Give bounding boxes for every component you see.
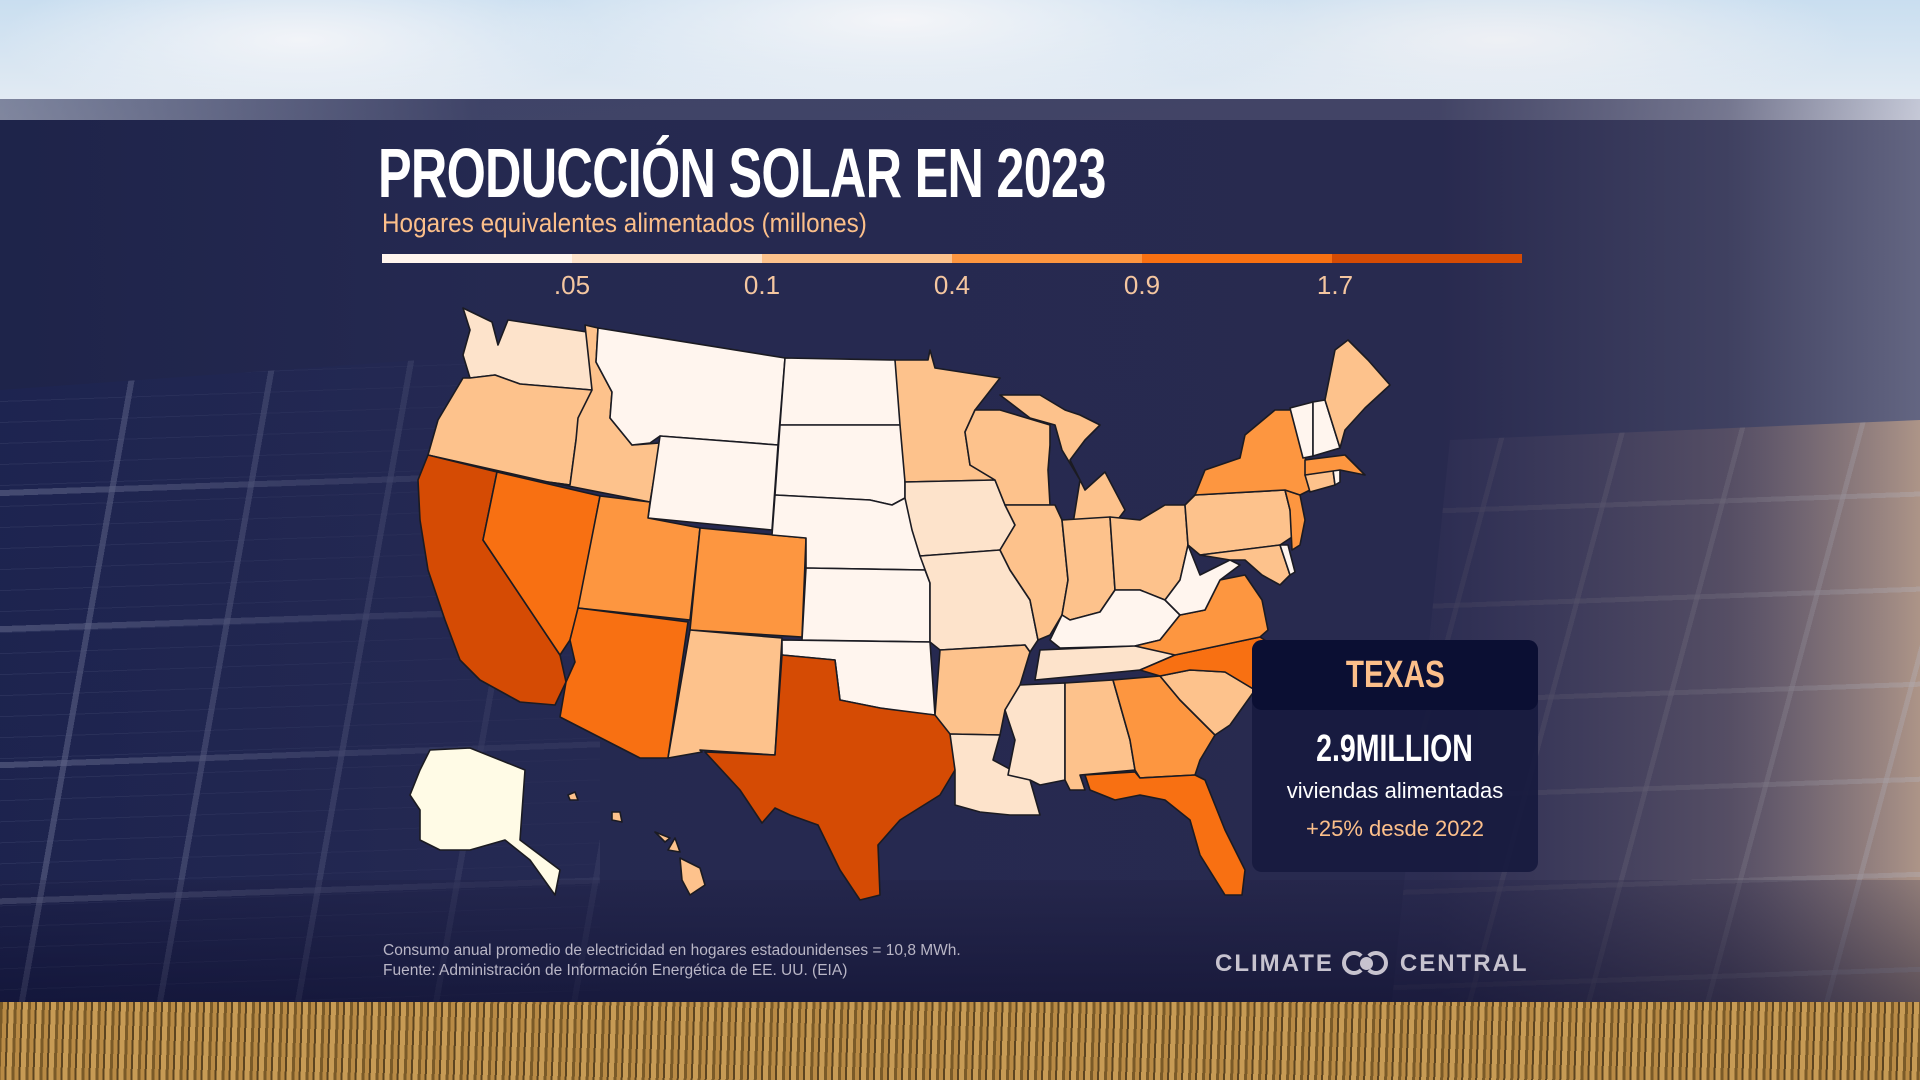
- state-montana[interactable]: [595, 327, 786, 446]
- grass-field: [0, 1002, 1920, 1080]
- state-texas[interactable]: [704, 654, 956, 901]
- brand-text-right: CENTRAL: [1399, 950, 1529, 977]
- state-illinois[interactable]: [999, 504, 1069, 641]
- legend-tick: 0.1: [743, 270, 781, 300]
- state-virginia[interactable]: [1134, 574, 1269, 656]
- brand-text-left: CLIMATE: [1215, 950, 1334, 977]
- info-change-text: +25% desde 2022: [1306, 816, 1484, 841]
- legend-tick: 1.7: [1316, 270, 1354, 300]
- legend-bin-1: [572, 254, 762, 263]
- state-maine[interactable]: [1324, 339, 1391, 449]
- legend-bin-0: [382, 254, 572, 263]
- page-title: PRODUCCIÓN SOLAR EN 2023: [378, 134, 1106, 212]
- state-hawaii[interactable]: [567, 791, 706, 896]
- state-arizona[interactable]: [559, 607, 689, 759]
- footnote-source: Fuente: Administración de Información En…: [383, 962, 848, 979]
- state-new-york[interactable]: [1194, 409, 1311, 496]
- state-mississippi[interactable]: [1004, 682, 1066, 786]
- state-info-box: TEXAS 2.9MILLION viviendas alimentadas +…: [1252, 640, 1538, 872]
- state-north-dakota[interactable]: [779, 357, 906, 426]
- info-homes-value: 2.9MILLION: [1316, 728, 1474, 770]
- state-alaska[interactable]: [409, 747, 561, 896]
- legend-tick: 0.4: [933, 270, 971, 300]
- info-homes-label: viviendas alimentadas: [1286, 778, 1504, 803]
- overlay-bottom-shade: [0, 880, 1920, 1002]
- climate-central-logo: CLIMATE CENTRAL: [1215, 950, 1529, 978]
- state-massachusetts[interactable]: [1304, 454, 1366, 476]
- state-kansas[interactable]: [801, 567, 931, 643]
- color-legend-bar: [382, 254, 1522, 263]
- climate-central-logo-icon: [1341, 951, 1392, 977]
- legend-bin-2: [762, 254, 952, 263]
- state-louisiana[interactable]: [949, 733, 1041, 816]
- state-south-dakota[interactable]: [774, 424, 906, 506]
- state-delaware[interactable]: [1279, 544, 1296, 576]
- state-iowa[interactable]: [904, 479, 1016, 557]
- state-michigan[interactable]: [999, 394, 1126, 531]
- legend-tick: .05: [553, 270, 591, 300]
- info-state-name: TEXAS: [1345, 654, 1445, 696]
- state-new-mexico[interactable]: [667, 629, 783, 759]
- legend-bin-4: [1142, 254, 1332, 263]
- legend-bin-3: [952, 254, 1142, 263]
- state-wyoming[interactable]: [647, 435, 779, 531]
- legend-bin-5: [1332, 254, 1522, 263]
- state-florida[interactable]: [1084, 771, 1246, 896]
- state-west-dakota[interactable]: [1164, 544, 1241, 616]
- info-box-header: [1252, 640, 1538, 710]
- page-subtitle: Hogares equivalentes alimentados (millon…: [382, 208, 867, 238]
- state-colorado[interactable]: [689, 527, 807, 638]
- legend-tick: 0.9: [1123, 270, 1161, 300]
- state-rhode-island[interactable]: [1332, 469, 1341, 486]
- footnote-consumption: Consumo anual promedio de electricidad e…: [383, 942, 961, 959]
